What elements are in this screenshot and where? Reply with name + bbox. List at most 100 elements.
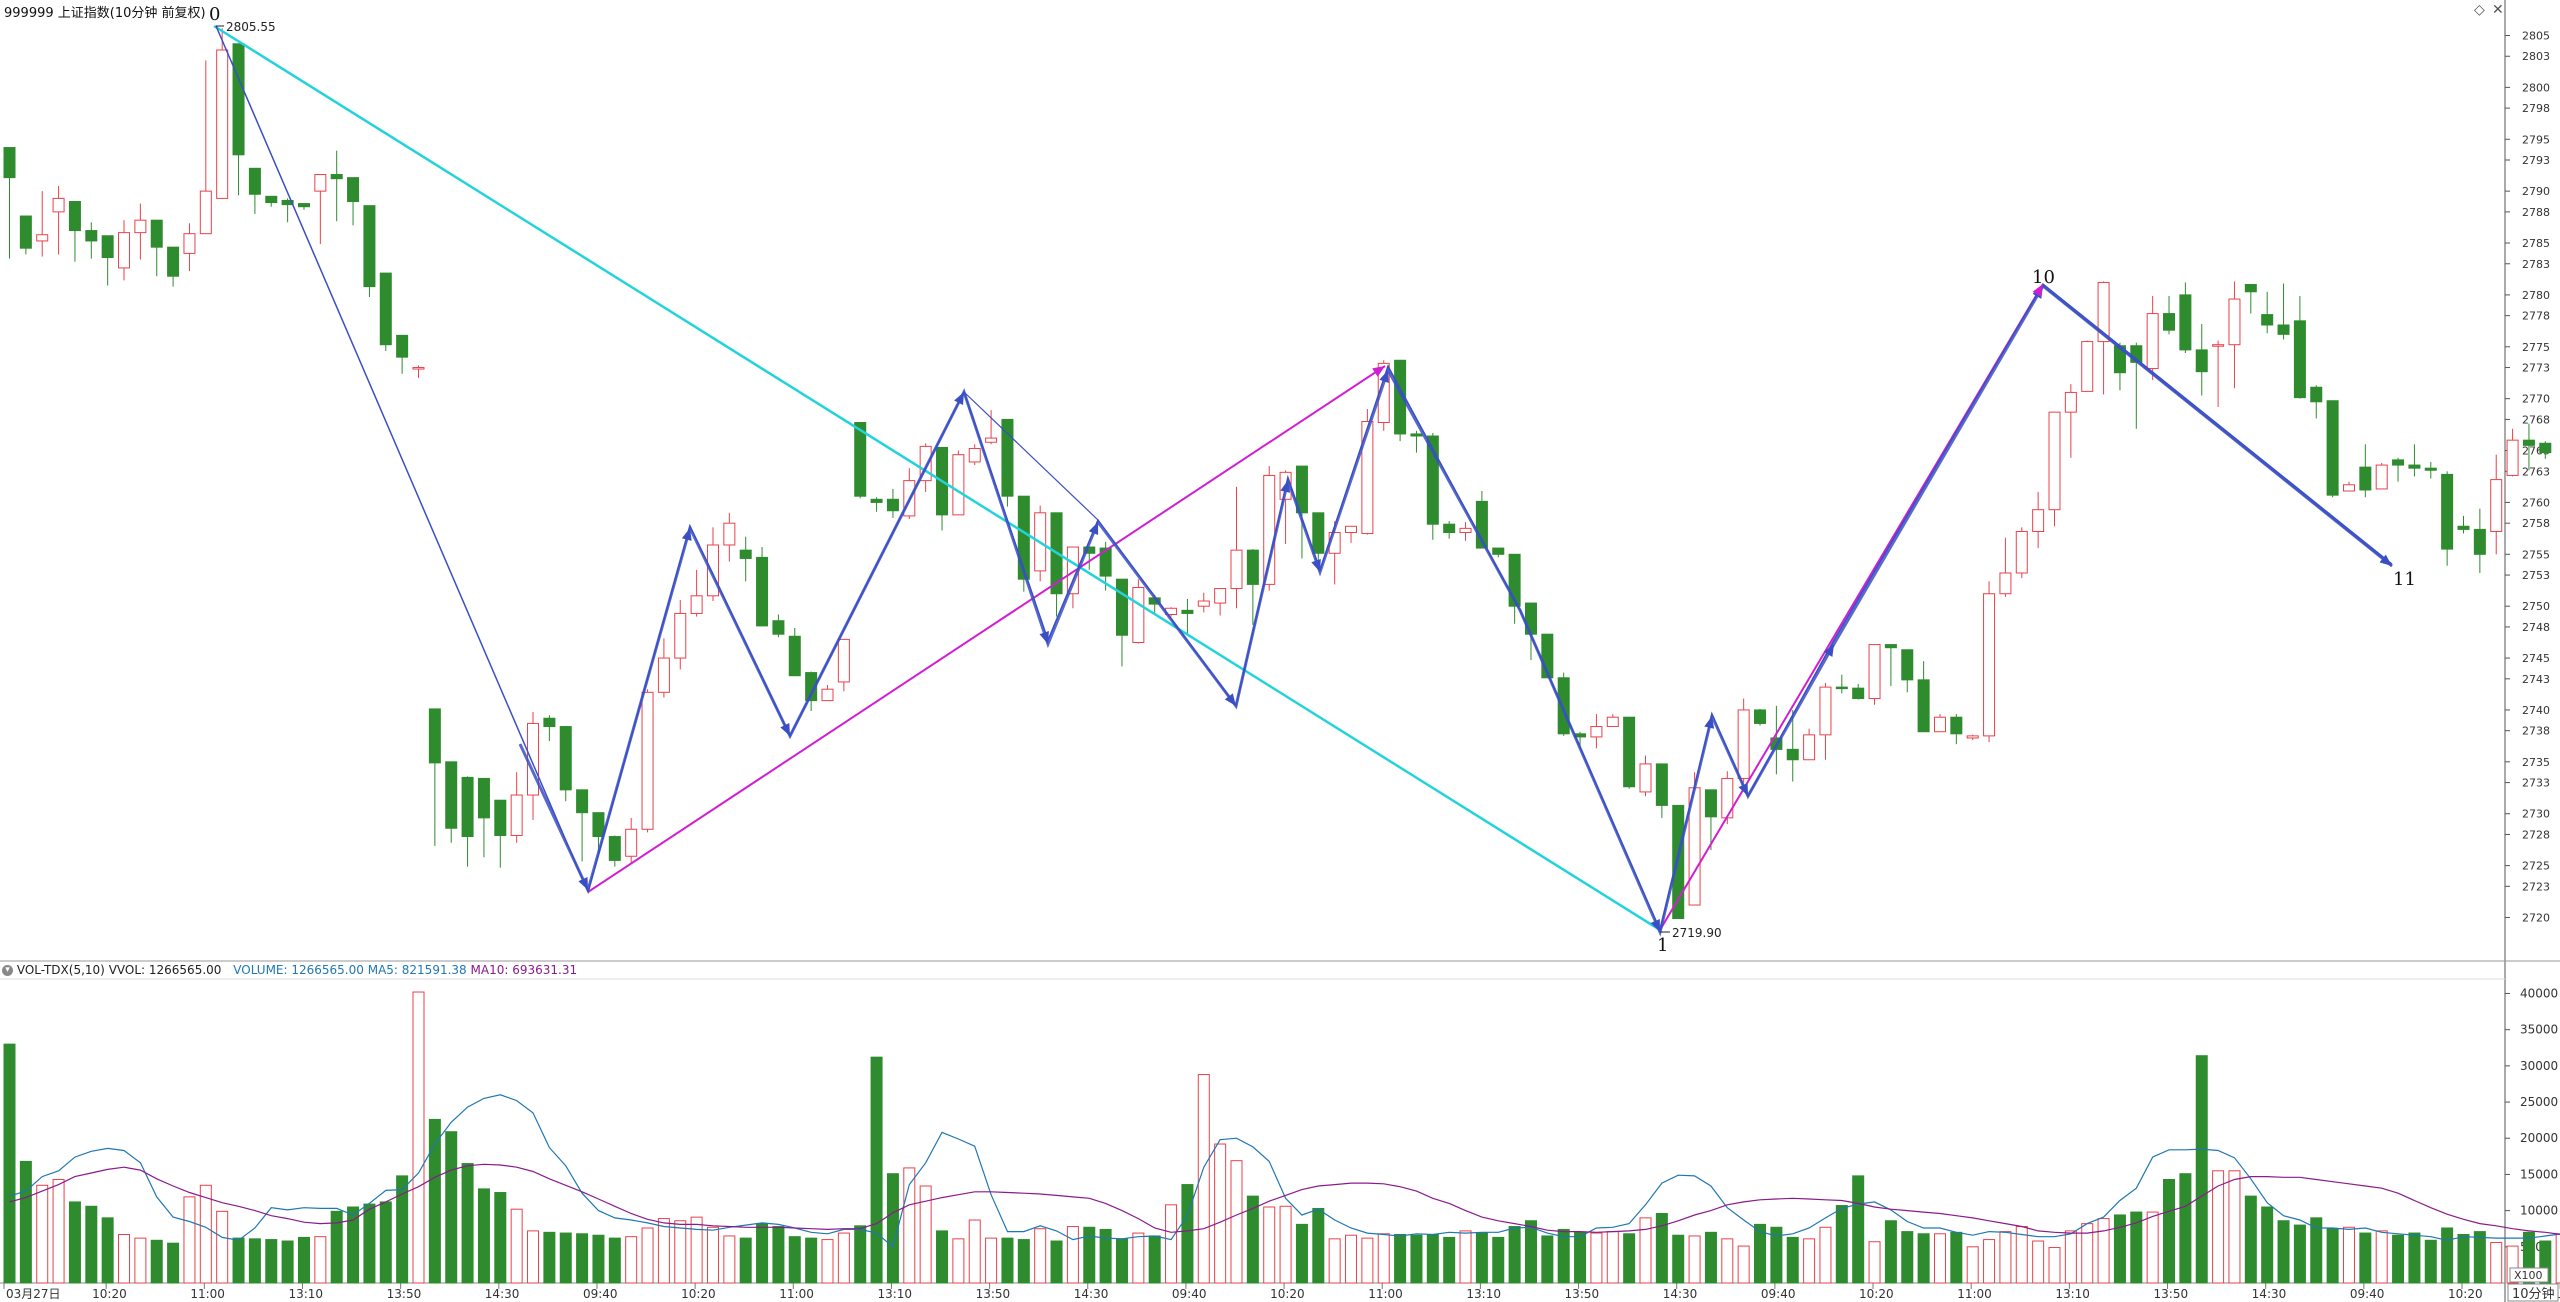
volume-bar-down (772, 1226, 785, 1284)
volume-bar-up (1721, 1238, 1734, 1284)
wave-arrowhead (2379, 554, 2392, 566)
volume-bar-up (674, 1220, 687, 1284)
indicator-toggle-icon[interactable]: ▾ (2, 965, 13, 976)
volume-bar-up (1214, 1143, 1227, 1284)
volume-bar-up (2490, 1241, 2503, 1284)
candle-up (1263, 474, 1276, 585)
candle-down (2457, 525, 2470, 530)
wave-arrowhead-magenta (1372, 366, 1385, 377)
volume-bar-down (297, 1236, 310, 1284)
price-tick-label: 2755 (2522, 548, 2550, 561)
wave-line-thin-blue-3[interactable] (2042, 285, 2393, 567)
volume-tick-label: 35000 (2520, 1023, 2558, 1037)
candle-up (985, 437, 998, 443)
candle-down (1655, 763, 1668, 806)
candle-down (2277, 324, 2290, 335)
volume-bar-down (1115, 1238, 1128, 1284)
candle-down (461, 776, 474, 838)
volume-bar-down (1475, 1232, 1488, 1284)
volume-bar-down (1083, 1226, 1096, 1284)
volume-bar-up (1132, 1232, 1145, 1284)
candle-down (1410, 433, 1423, 437)
price-tick-label: 2805 (2522, 29, 2550, 42)
time-tick-label: 09:40 (1172, 1287, 1207, 1301)
volume-bar-up (1034, 1228, 1047, 1284)
candle-down (1475, 500, 1488, 549)
period-box[interactable]: 10分钟 (2507, 1283, 2559, 1302)
volume-bar-down (2113, 1214, 2126, 1284)
price-tick-label: 2730 (2522, 808, 2550, 821)
volume-bar-down (739, 1237, 752, 1284)
price-tick-label: 2758 (2522, 517, 2550, 530)
volume-bar-down (1426, 1234, 1439, 1284)
candle-down (1835, 686, 1848, 690)
wave-line-blue-0-1[interactable] (215, 25, 589, 893)
volume-bar-down (1181, 1184, 1194, 1284)
wave-arrowhead (681, 528, 692, 541)
volume-bar-up (1165, 1204, 1178, 1284)
volume-bar-down (1524, 1220, 1537, 1284)
volume-bar-up (690, 1216, 703, 1284)
price-tick-label: 2720 (2522, 911, 2550, 924)
candle-down (772, 620, 785, 635)
candle-up (2490, 479, 2503, 532)
wave-path-blue-thick[interactable] (518, 283, 2393, 937)
candle-up (723, 522, 736, 546)
time-tick-label: 09:40 (583, 1287, 618, 1301)
wave-line-thin-blue-2[interactable] (963, 391, 1099, 521)
candle-down (1704, 789, 1717, 818)
maximize-icon[interactable]: ◇ (2474, 2, 2485, 18)
wave-arrowhead (578, 877, 588, 890)
volume-tick-label: 15000 (2520, 1167, 2558, 1181)
volume-bar-down (248, 1238, 261, 1284)
close-panel-icon[interactable]: ✕ (2492, 2, 2504, 18)
volume-bar-up (1819, 1226, 1832, 1284)
candle-down (494, 799, 507, 837)
candle-down (1917, 679, 1930, 733)
price-tick-label: 2725 (2522, 860, 2550, 873)
candle-down (788, 635, 801, 677)
volume-bar-up (2375, 1230, 2388, 1284)
candle-down (1017, 495, 1030, 580)
volume-bar-down (2522, 1231, 2535, 1284)
candle-up (1590, 726, 1603, 738)
candle-down (739, 549, 752, 559)
wave-line-cyan-top[interactable] (213, 24, 1661, 932)
candle-down (1099, 547, 1112, 577)
volume-bar-down (68, 1201, 81, 1284)
candle-up (216, 49, 229, 199)
wave-line-magenta-1[interactable] (587, 365, 1386, 893)
candle-down (248, 167, 261, 195)
time-tick-label: 11:00 (1957, 1287, 1992, 1301)
indicator-name[interactable]: VOL-TDX(5,10) (16, 963, 105, 977)
price-axis: 2720 2723 2725 2728 2730 2733 2735 2738 2740 2743… (2505, 29, 2550, 924)
wave-label-11: 11 (2393, 569, 2416, 590)
volume-bar-down (396, 1175, 409, 1284)
period-label: 10分钟 (2512, 1286, 2555, 1302)
wave-drawings[interactable] (213, 24, 2393, 1000)
wave-path-blue-1[interactable] (587, 282, 2393, 933)
volume-bar-up (1606, 1231, 1619, 1284)
volume-bar-down (756, 1223, 769, 1284)
high-price-label: 2805.55 (226, 20, 276, 34)
candle-down (543, 717, 556, 728)
candle-down (85, 230, 98, 242)
price-tick-label: 2740 (2522, 704, 2550, 717)
volume-bar-down (2277, 1220, 2290, 1284)
volume-bar-down (936, 1230, 949, 1284)
candle-up (674, 612, 687, 659)
volume-bar-down (2195, 1055, 2208, 1284)
price-tick-label: 2768 (2522, 413, 2550, 426)
volume-bar-down (2473, 1231, 2486, 1284)
candle-down (1508, 553, 1521, 607)
candle-down (1443, 523, 1456, 534)
price-tick-label: 2778 (2522, 310, 2550, 323)
volume-bar-up (1361, 1237, 1374, 1284)
volume-bar-down (592, 1234, 605, 1284)
candle-down (3, 147, 16, 179)
wave-arrowhead (1311, 559, 1321, 572)
candle-up (1737, 709, 1750, 779)
volume-bar-up (412, 991, 425, 1284)
candle-up (641, 691, 654, 830)
